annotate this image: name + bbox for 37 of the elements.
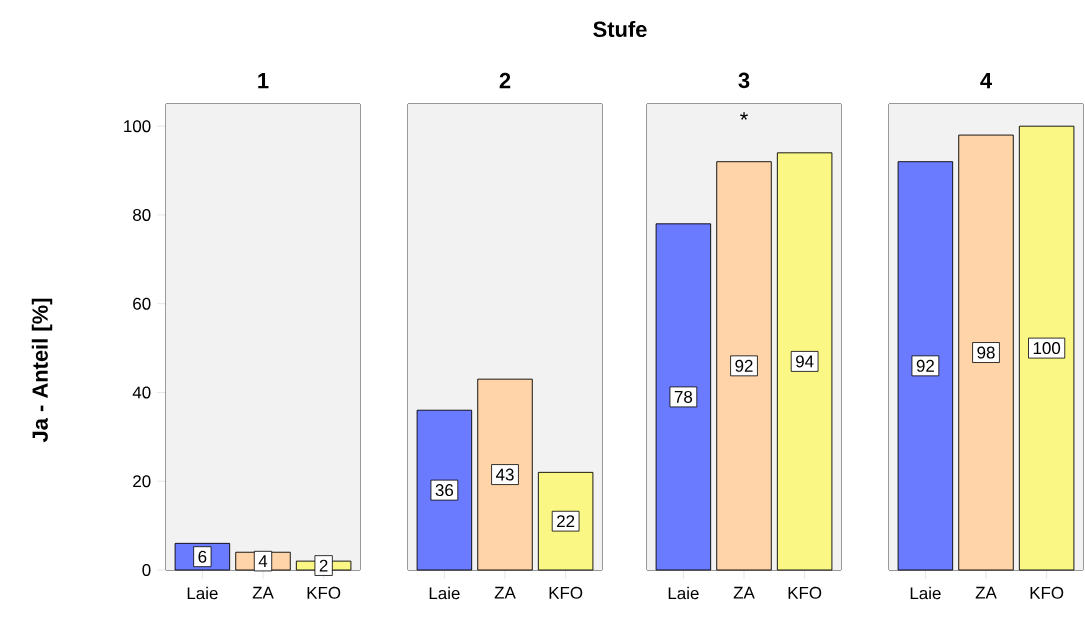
x-tick-label: ZA: [733, 586, 755, 599]
data-label: 94: [796, 355, 814, 368]
x-tick-label: KFO: [1030, 586, 1064, 599]
x-tick-label: Laie: [910, 586, 941, 600]
x-tick-label: ZA: [975, 586, 997, 599]
data-label: 43: [495, 468, 514, 481]
data-label: 92: [735, 359, 753, 372]
y-tick-label: 20: [133, 475, 151, 488]
chart-title: 2: [499, 72, 511, 89]
y-tick-label: 100: [124, 120, 151, 133]
x-tick-label: ZA: [252, 586, 274, 599]
x-tick-label: KFO: [549, 586, 583, 599]
x-tick-label: KFO: [788, 586, 822, 599]
data-label: 6: [198, 550, 207, 563]
y-axis-title: Ja - Anteil [%]: [31, 298, 53, 443]
y-tick-label: 60: [133, 297, 151, 310]
data-label: 100: [1033, 342, 1061, 355]
data-label: 36: [435, 484, 454, 497]
y-tick-label: 80: [133, 208, 151, 221]
x-tick-label: KFO: [307, 586, 341, 599]
data-label: 4: [258, 555, 268, 567]
text: Stufe: [593, 20, 647, 38]
data-label: 92: [916, 359, 934, 372]
data-label: 22: [557, 515, 575, 528]
data-label: 2: [319, 559, 328, 572]
y-tick-label: 40: [132, 386, 151, 399]
chart-title: 3: [738, 72, 750, 89]
y-tick-label: 0: [142, 564, 151, 576]
chart-title: 4: [980, 73, 992, 89]
data-label: 78: [674, 390, 693, 403]
data-label: 98: [977, 346, 995, 359]
x-tick-label: Laie: [668, 586, 699, 600]
annotation: *: [740, 112, 748, 120]
x-tick-label: ZA: [494, 586, 516, 599]
x-tick-label: Laie: [187, 586, 218, 600]
x-tick-label: Laie: [429, 586, 460, 600]
chart-title: 1: [258, 73, 269, 89]
